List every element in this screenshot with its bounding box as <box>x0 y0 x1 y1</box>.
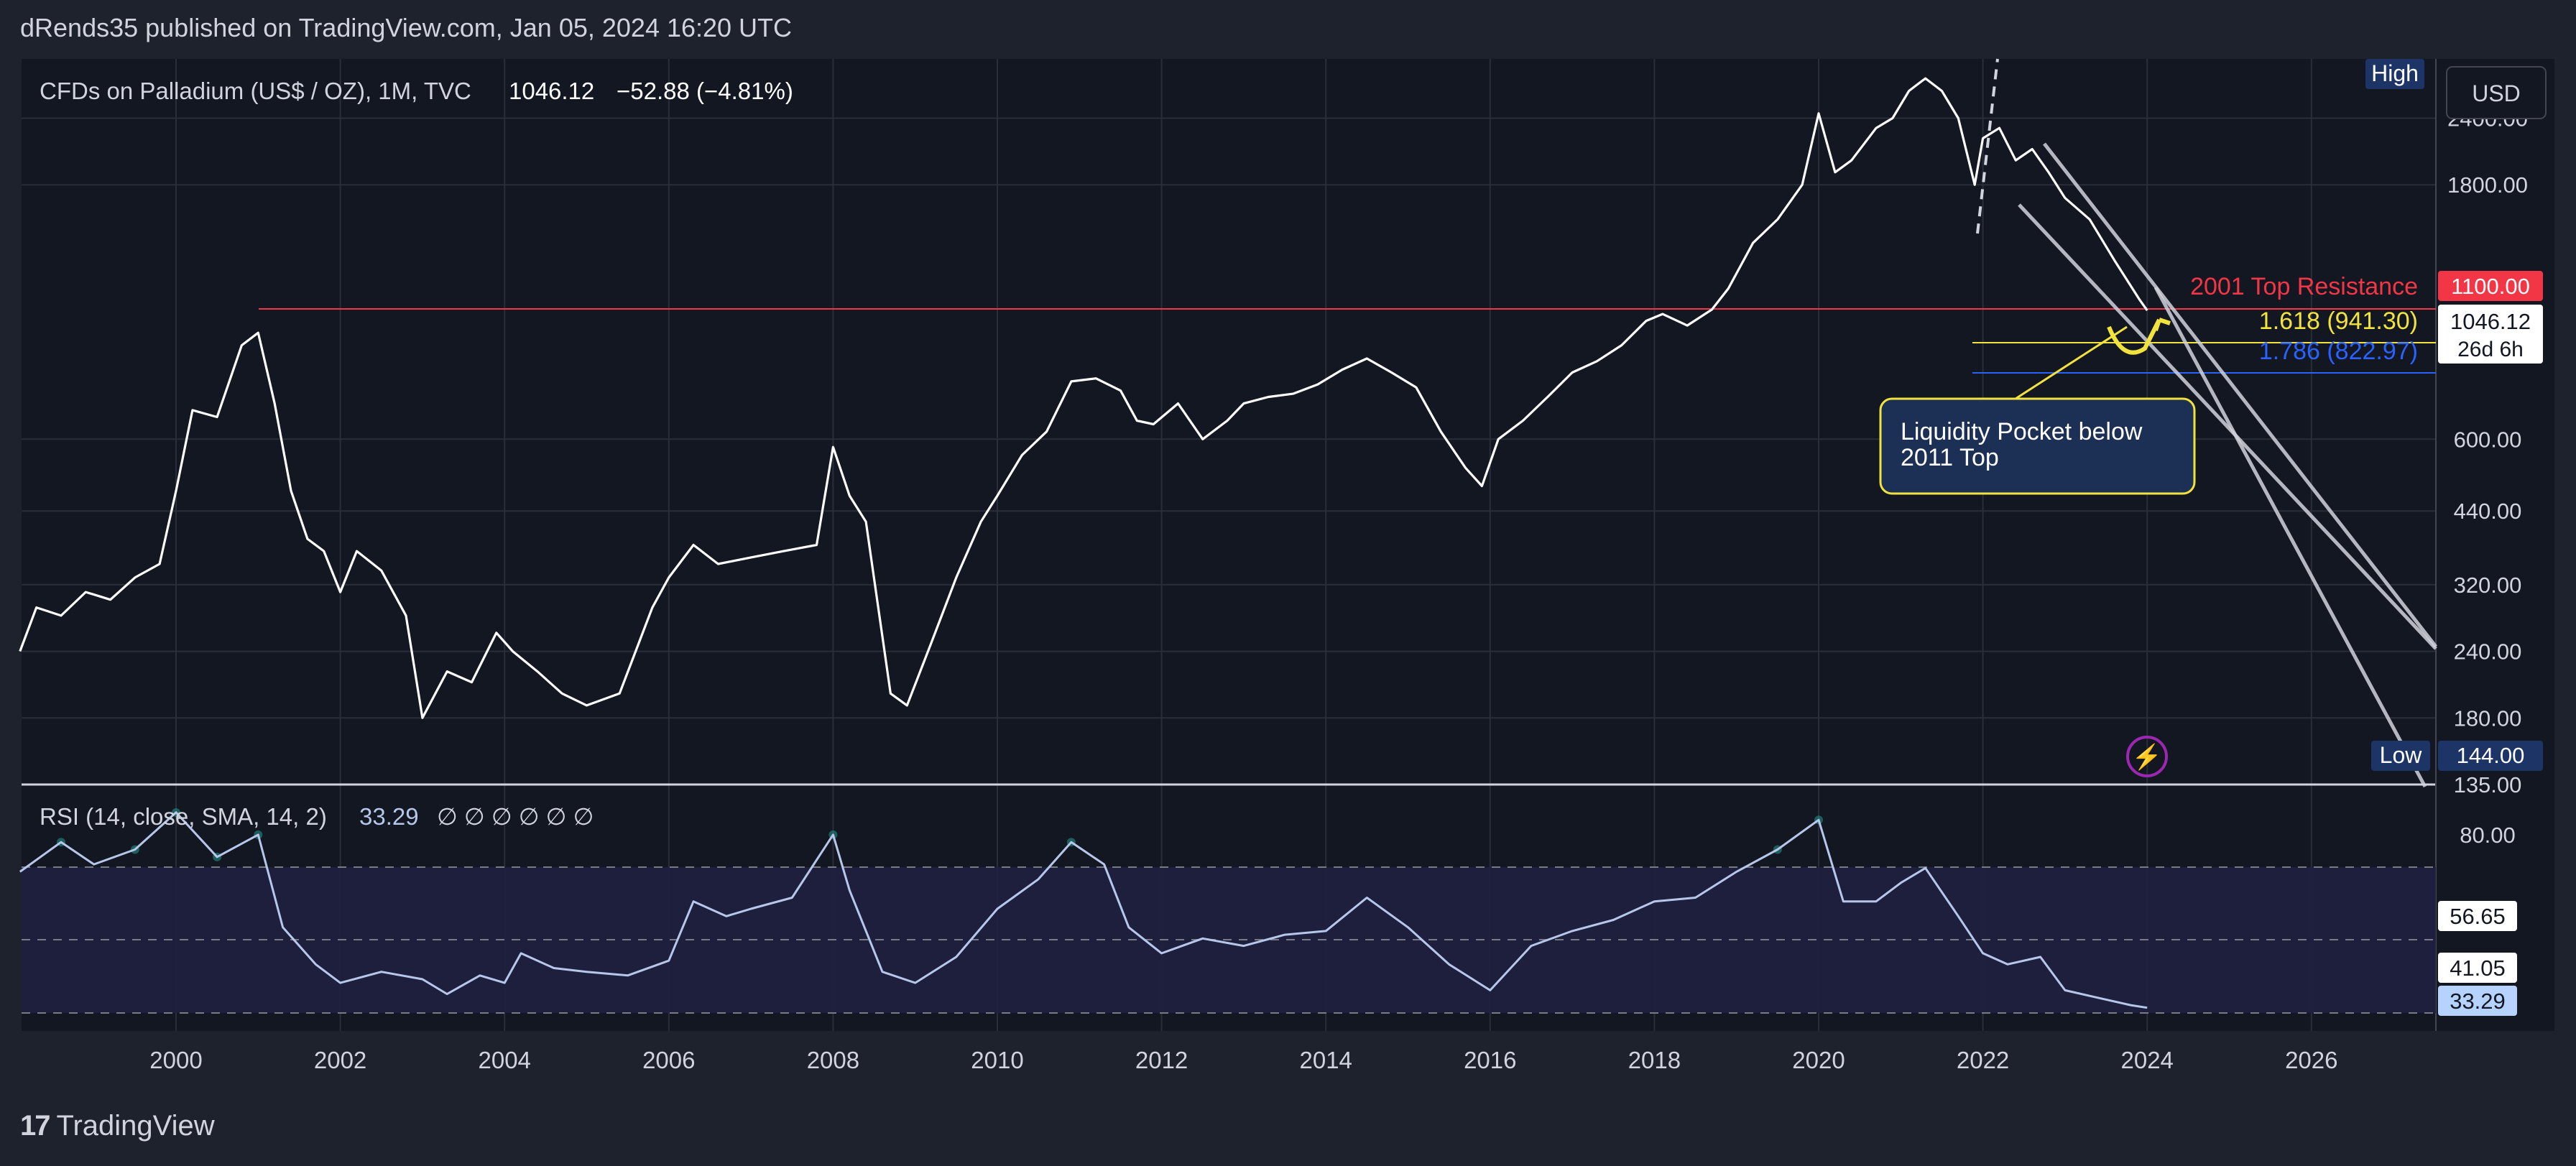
high-tag-label: High <box>2371 60 2419 86</box>
low-tag <box>2371 741 2430 771</box>
resistance-label: 2001 Top Resistance <box>2190 273 2418 300</box>
y-tick-label: 240.00 <box>2454 639 2522 665</box>
x-tick-label: 2022 <box>1957 1047 2009 1073</box>
rsi-sma-value: 56.65 <box>2450 904 2506 929</box>
rsi-label: RSI (14, close, SMA, 14, 2) <box>40 803 327 830</box>
price-change: −52.88 (−4.81%) <box>617 78 793 104</box>
time-axis[interactable]: 2000 2002 2004 2006 2008 2010 2012 2014 2016 2018… <box>149 1047 2337 1073</box>
annotation-line-2: 2011 Top <box>1901 444 1999 471</box>
last-price: 1046.12 <box>509 78 594 104</box>
rsi-value: 33.29 <box>359 803 419 830</box>
x-tick-label: 2016 <box>1464 1047 1516 1073</box>
rsi-mid-value: 41.05 <box>2450 956 2506 981</box>
rsi-value-tag-value: 33.29 <box>2450 989 2506 1014</box>
trendline-upper-ext[interactable] <box>2153 286 2427 788</box>
rsi-series <box>19 808 2148 1009</box>
tradingview-mark-icon: 17 <box>20 1110 50 1142</box>
y-tick-label: 135.00 <box>2454 772 2522 797</box>
fib-1618-label: 1.618 (941.30) <box>2259 307 2418 335</box>
price-line <box>19 77 2148 719</box>
x-tick-label: 2018 <box>1628 1047 1681 1073</box>
symbol-line: CFDs on Palladium (US$ / OZ), 1M, TVC <box>40 78 471 104</box>
last-price-tag-value: 1046.12 <box>2450 309 2531 334</box>
rsi-value-tag <box>2438 986 2517 1016</box>
annotation-callout[interactable] <box>1879 397 2196 495</box>
resistance-value-tag <box>2438 271 2543 301</box>
x-tick-label: 2014 <box>1299 1047 1352 1073</box>
x-tick-label: 2000 <box>149 1047 202 1073</box>
x-tick-label: 2026 <box>2285 1047 2337 1073</box>
publication-header: dRends35 published on TradingView.com, J… <box>20 13 793 42</box>
y-tick-label: 600.00 <box>2454 427 2522 452</box>
annotation-pointer <box>2015 325 2128 400</box>
resistance-value: 1100.00 <box>2451 274 2530 299</box>
x-tick-label: 2002 <box>314 1047 366 1073</box>
y-tick-label: 1800.00 <box>2447 172 2528 198</box>
fib-1786-label: 1.786 (822.97) <box>2259 338 2418 365</box>
dashed-trendline[interactable] <box>1976 58 1999 234</box>
x-tick-label: 2012 <box>1135 1047 1188 1073</box>
x-tick-label: 2020 <box>1792 1047 1845 1073</box>
x-tick-label: 2008 <box>807 1047 859 1073</box>
lightning-glyph: ⚡ <box>2132 743 2162 772</box>
low-value-tag <box>2438 741 2543 771</box>
x-tick-label: 2010 <box>971 1047 1023 1073</box>
y-tick-label: 320.00 <box>2454 573 2522 598</box>
chart-canvas: Liquidity Pocket below 2011 Top ⚡ CFDs o… <box>19 58 2554 1073</box>
lightning-icon[interactable] <box>2126 736 2168 777</box>
yellow-arrow-icon[interactable] <box>2107 318 2171 355</box>
currency-badge[interactable] <box>2446 66 2547 119</box>
rsi-tick-label: 80.00 <box>2460 823 2516 848</box>
tradingview-wordmark: TradingView <box>56 1110 215 1142</box>
low-tag-label: Low <box>2380 742 2423 768</box>
x-tick-label: 2006 <box>642 1047 695 1073</box>
high-tag <box>2365 59 2424 89</box>
rsi-sma-tag <box>2438 901 2517 931</box>
low-value: 144.00 <box>2457 743 2525 768</box>
y-tick-label: 180.00 <box>2454 705 2522 731</box>
countdown: 26d 6h <box>2457 338 2524 361</box>
annotation-line-1: Liquidity Pocket below <box>1901 418 2143 445</box>
trendline-upper[interactable] <box>2043 142 2437 648</box>
price-series <box>19 77 2148 719</box>
trendline-lower[interactable] <box>2018 203 2437 650</box>
x-tick-label: 2004 <box>478 1047 530 1073</box>
rsi-line <box>19 811 2148 1009</box>
tradingview-logo[interactable]: 17 TradingView <box>20 1110 215 1142</box>
rsi-null-values: ∅ ∅ ∅ ∅ ∅ ∅ <box>437 803 594 830</box>
rsi-mid-tag <box>2438 953 2517 983</box>
last-price-tag <box>2438 305 2543 364</box>
currency-label: USD <box>2472 80 2521 106</box>
x-tick-label: 2024 <box>2120 1047 2173 1073</box>
y-tick-label: 440.00 <box>2454 499 2522 524</box>
